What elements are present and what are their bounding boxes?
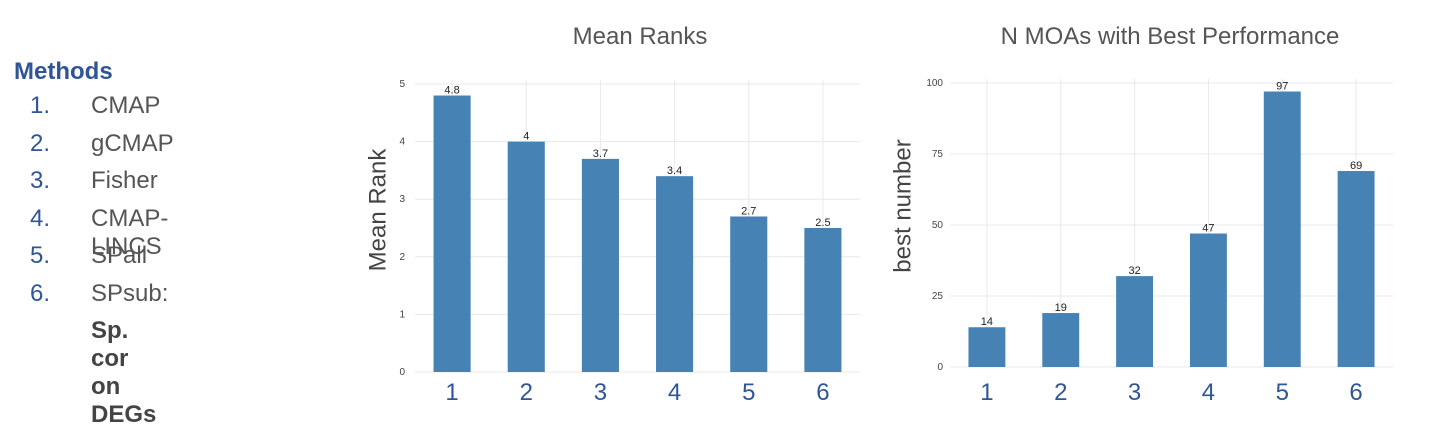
- y-tick-label: 100: [926, 78, 943, 89]
- method-number: 1.: [30, 92, 51, 119]
- method-label: CMAP: [91, 92, 161, 119]
- method-item: 3. Fisher: [14, 167, 158, 205]
- y-tick-label: 5: [399, 79, 405, 90]
- method-number: 3.: [30, 167, 51, 194]
- chart-title: Mean Ranks: [573, 23, 708, 50]
- x-tick-label: 2: [520, 379, 533, 406]
- y-axis-label: Mean Rank: [364, 148, 391, 272]
- data-label: 32: [1128, 265, 1140, 277]
- bar: [1263, 91, 1301, 368]
- method-label: CMAP-LINCS: [91, 204, 169, 260]
- x-tick-label: 1: [980, 379, 993, 406]
- x-tick-label: 1: [445, 379, 458, 406]
- bar: [1042, 313, 1080, 367]
- method-sub-row: Sp. cor on DEGs: [14, 317, 156, 428]
- y-tick-label: 0: [399, 367, 405, 378]
- x-tick-label: 6: [816, 379, 829, 406]
- x-tick-label: 3: [1128, 379, 1141, 406]
- methods-legend: Methods 1. CMAP 2. gCMAP 3. Fisher 4. CM…: [14, 58, 174, 428]
- data-label: 3.4: [667, 165, 682, 177]
- y-tick-label: 25: [932, 291, 944, 302]
- mean-ranks-chart: 0 1 2 3 4 5 4.8 1 4 2 3.7 3 3.4 4 2.7 5 2.5 6 Mean Ranks Me…: [364, 23, 860, 406]
- x-tick-label: 2: [1054, 379, 1067, 406]
- data-label: 4: [523, 131, 529, 143]
- y-tick-label: 1: [399, 309, 405, 320]
- data-label: 14: [981, 316, 993, 328]
- best-performance-chart: 0 25 50 75 100 14 1 19 2 32 3 47 4 97 5 69 6 N MOAs with …: [889, 23, 1393, 406]
- method-item: 4. CMAP-LINCS: [14, 204, 168, 260]
- method-number: 6.: [30, 279, 51, 307]
- chart-title: N MOAs with Best Performance: [1001, 23, 1340, 50]
- method-number: 4.: [30, 204, 51, 232]
- bar: [1116, 276, 1154, 367]
- y-tick-label: 3: [399, 194, 405, 205]
- y-tick-label: 75: [932, 149, 944, 160]
- bar: [581, 158, 619, 372]
- y-tick-label: 50: [932, 220, 944, 231]
- data-label: 69: [1350, 160, 1362, 172]
- method-number: 2.: [30, 129, 51, 157]
- y-axis-label: best number: [889, 139, 916, 272]
- method-sub-note: Sp. cor on DEGs: [91, 317, 157, 428]
- x-tick-label: 6: [1349, 379, 1362, 406]
- data-label: 97: [1276, 81, 1288, 93]
- data-label: 4.8: [444, 85, 459, 97]
- x-tick-label: 4: [668, 379, 681, 406]
- method-label: SPall: [91, 242, 148, 269]
- bar: [1189, 233, 1227, 367]
- x-tick-label: 5: [742, 379, 755, 406]
- bar: [804, 228, 842, 372]
- method-item: 2. gCMAP: [14, 129, 174, 168]
- methods-title: Methods: [14, 58, 113, 85]
- bar: [507, 141, 545, 372]
- bar: [433, 95, 471, 373]
- bar: [968, 327, 1006, 367]
- method-number: 5.: [30, 242, 51, 269]
- bar: [1337, 171, 1375, 367]
- method-item: 6. SPsub:: [14, 279, 168, 318]
- y-tick-label: 4: [399, 137, 405, 148]
- method-item: 1. CMAP: [14, 92, 160, 130]
- method-label: Fisher: [91, 167, 158, 194]
- bar: [656, 176, 694, 372]
- method-label: SPsub:: [91, 279, 169, 307]
- method-item: 5. SPall: [14, 242, 147, 280]
- data-label: 19: [1055, 302, 1067, 314]
- y-tick-label: 2: [399, 252, 405, 263]
- data-label: 3.7: [593, 148, 608, 160]
- method-label: gCMAP: [91, 129, 174, 157]
- data-label: 47: [1202, 223, 1214, 235]
- data-label: 2.5: [815, 217, 830, 229]
- x-tick-label: 5: [1276, 379, 1289, 406]
- x-tick-label: 4: [1202, 379, 1215, 406]
- bar: [730, 216, 768, 372]
- y-tick-label: 0: [937, 362, 943, 373]
- data-label: 2.7: [741, 205, 756, 217]
- x-tick-label: 3: [594, 379, 607, 406]
